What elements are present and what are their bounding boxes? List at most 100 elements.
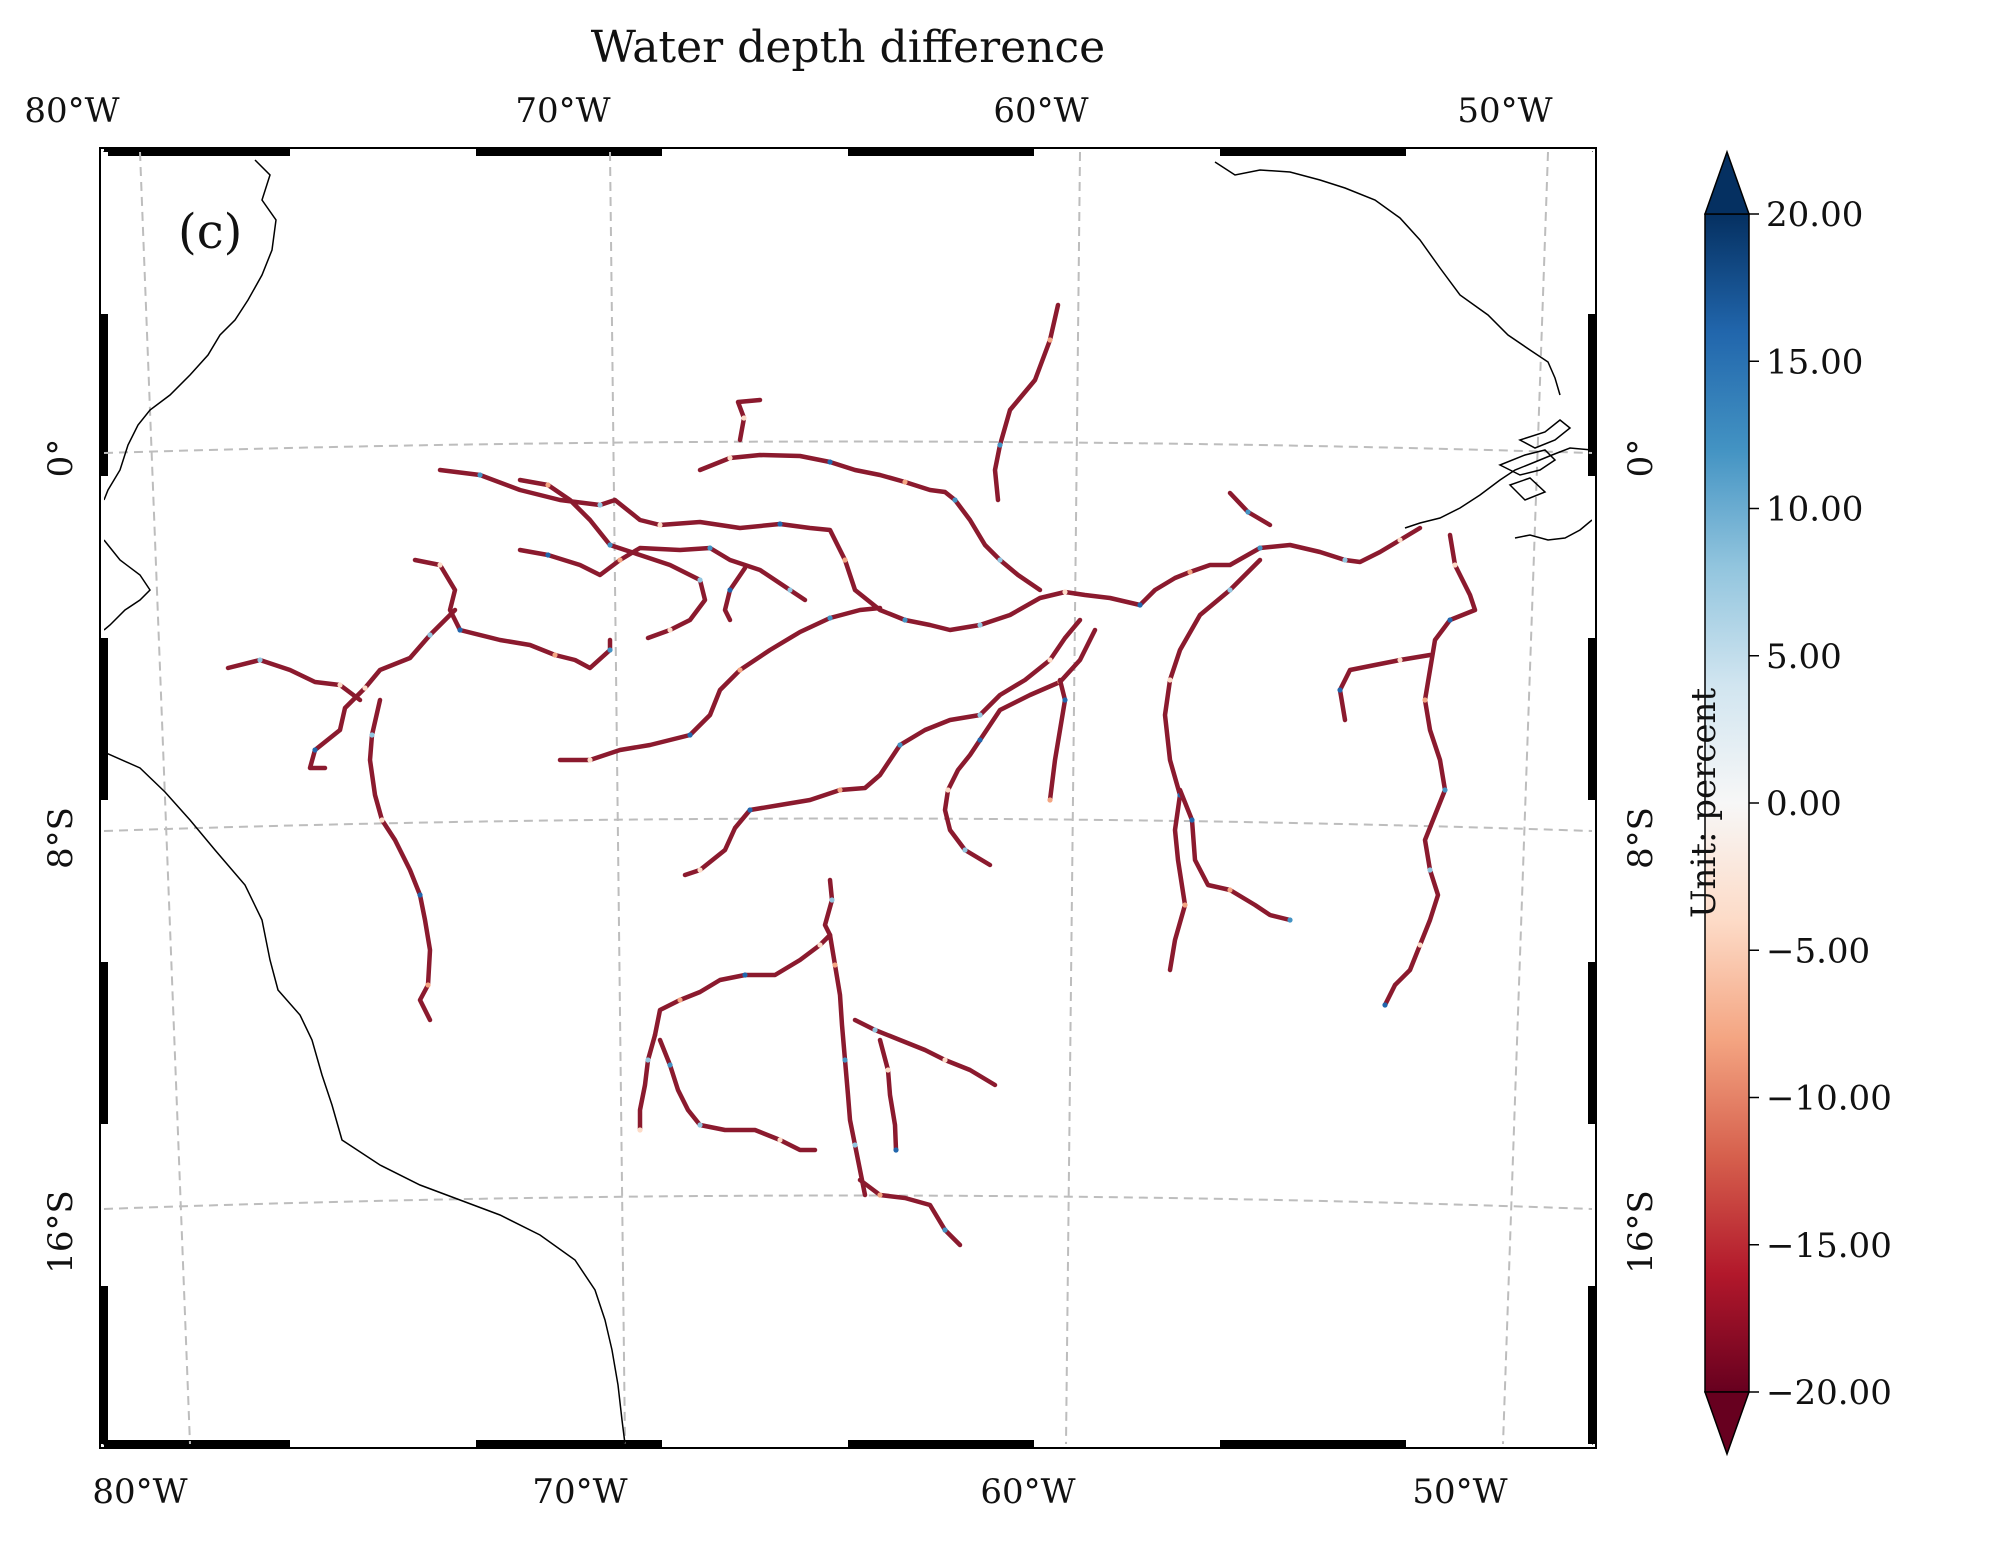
coastline [104, 159, 1592, 1444]
river-pixel [952, 497, 958, 503]
river-iriri-river [1337, 652, 1433, 723]
river-pixel [977, 622, 983, 628]
river-pixel [1397, 537, 1403, 543]
river-pixel [1137, 602, 1143, 608]
bottom-tick-label: 60°W [980, 1472, 1075, 1512]
coastline-caribbean-north [104, 159, 277, 501]
frame-segment [100, 800, 108, 962]
river-pixel [1227, 587, 1233, 593]
river-pixel [747, 807, 753, 813]
amazon-delta-island-2 [1518, 419, 1572, 449]
river-pixel [852, 1142, 858, 1148]
frame-segment [290, 1440, 476, 1448]
river-pixel [942, 1227, 948, 1233]
parallel-16s [104, 1194, 1592, 1210]
river-maranon-river [225, 657, 363, 703]
panel-label: (c) [178, 204, 242, 260]
river-pixel [827, 459, 833, 465]
frame-segment [476, 1440, 662, 1448]
river-pixel [1047, 797, 1053, 803]
colorbar-tick-label: −5.00 [1766, 931, 1870, 971]
colorbar-tick-label: 15.00 [1766, 342, 1863, 382]
river-pixel [312, 747, 318, 753]
frame-segment [1406, 1440, 1592, 1448]
river-pixel [777, 1137, 783, 1143]
river-madre-de-dios [637, 1032, 658, 1133]
river-pixel [379, 817, 385, 823]
river-pixel [1447, 617, 1453, 623]
river-negro-river [697, 452, 1043, 593]
river-pixel [827, 615, 833, 621]
river-putumayo-river [517, 545, 808, 603]
river-japura-river [517, 477, 708, 641]
river-pixel [587, 757, 593, 763]
colorbar-tick-label: −10.00 [1766, 1079, 1892, 1119]
river-pixel [427, 632, 433, 638]
bottom-tick-label: 50°W [1412, 1472, 1507, 1512]
frame-segment [1588, 638, 1596, 800]
frame-segment [290, 148, 476, 156]
river-pixel [477, 472, 483, 478]
river-pixel [437, 562, 443, 568]
coastline-amazon-delta [1404, 447, 1592, 529]
frame-segment [100, 1124, 108, 1286]
frame-segment [1220, 148, 1406, 156]
river-pixel [1287, 917, 1293, 923]
river-pixel [727, 587, 733, 593]
river-pixel [1257, 545, 1263, 551]
colorbar-extend-max [1703, 149, 1751, 215]
frame-segment [100, 152, 108, 314]
parallel-0 [104, 440, 1592, 454]
river-pixel [897, 742, 903, 748]
river-negro-upper [735, 397, 763, 443]
river-pixel [877, 1192, 883, 1198]
river-pixel [607, 647, 613, 653]
river-pixel [1397, 657, 1403, 663]
river-pixel [257, 657, 263, 663]
river-pixel [687, 732, 693, 738]
river-pixel [977, 737, 983, 743]
river-pixel [337, 682, 343, 688]
river-pixel [637, 1127, 643, 1133]
river-pixel [742, 972, 748, 978]
frame-segment [662, 148, 848, 156]
frame-segment [100, 314, 108, 476]
frame-segment [104, 148, 290, 156]
river-mamore-lower [857, 1177, 963, 1248]
river-pixel [1382, 1002, 1388, 1008]
frame-segment [1588, 962, 1596, 1124]
river-pixel [962, 847, 968, 853]
river-pixel [1422, 697, 1428, 703]
top-tick-label: 70°W [515, 91, 610, 131]
river-pixel [645, 1057, 651, 1063]
river-pixel [842, 1057, 848, 1063]
river-tapajos-branch [1177, 787, 1293, 923]
map-frame [99, 147, 1597, 1449]
river-pixel [417, 892, 423, 898]
colorbar-tick-label: 5.00 [1766, 637, 1842, 677]
river-pixel [902, 479, 908, 485]
river-pixel [1245, 509, 1251, 515]
river-pixel [872, 1027, 878, 1033]
meridian-50w [1502, 152, 1549, 1444]
frame-segment [1588, 1286, 1596, 1444]
map-title: Water depth difference [591, 22, 1105, 73]
river-xingu-river [1382, 532, 1478, 1008]
frame-segment [1588, 476, 1596, 638]
river-pixel [369, 732, 375, 738]
river-pixel [829, 897, 835, 903]
frame-segment [1034, 1440, 1220, 1448]
river-pixel [1189, 817, 1195, 823]
river-mamore-river [827, 932, 868, 1198]
river-purus-river [682, 617, 1083, 878]
frame-segment [848, 148, 1034, 156]
river-pixel [545, 552, 551, 558]
river-pixel [893, 1147, 899, 1153]
meridian-70w [609, 152, 626, 1444]
frame-segment [100, 1286, 108, 1444]
river-pixel [842, 557, 848, 563]
colorbar-extend-min [1703, 1391, 1751, 1457]
coastline-pacific [104, 751, 626, 1444]
river-beni-river [657, 1037, 818, 1153]
